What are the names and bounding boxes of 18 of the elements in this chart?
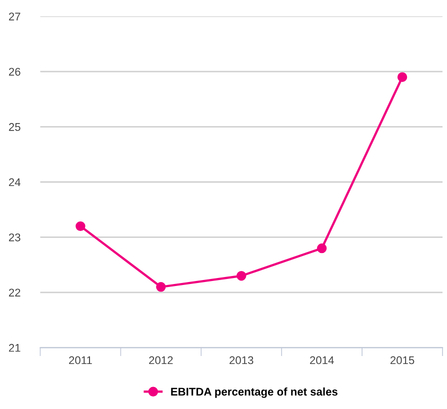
y-tick-label: 23: [8, 233, 20, 242]
x-tick-label: 2015: [390, 356, 414, 364]
y-tick-label: 24: [8, 178, 20, 186]
point: [397, 72, 408, 82]
x-tick-label: 2012: [149, 356, 173, 364]
point: [316, 243, 327, 254]
x-tick-label: 2014: [310, 356, 334, 364]
y-tick-label: 27: [8, 12, 20, 20]
point: [236, 271, 246, 281]
y-tick-label: 26: [8, 68, 20, 76]
y-tick-label: 21: [8, 344, 20, 352]
y-tick-label: 25: [8, 123, 20, 131]
x-tick-label: 2013: [230, 356, 254, 364]
point: [156, 282, 166, 292]
y-tick-label: 22: [8, 288, 20, 296]
point: [76, 221, 86, 232]
x-tick-label: 2011: [69, 356, 92, 364]
legend-label: EBITDA percentage of net sales: [171, 387, 338, 398]
